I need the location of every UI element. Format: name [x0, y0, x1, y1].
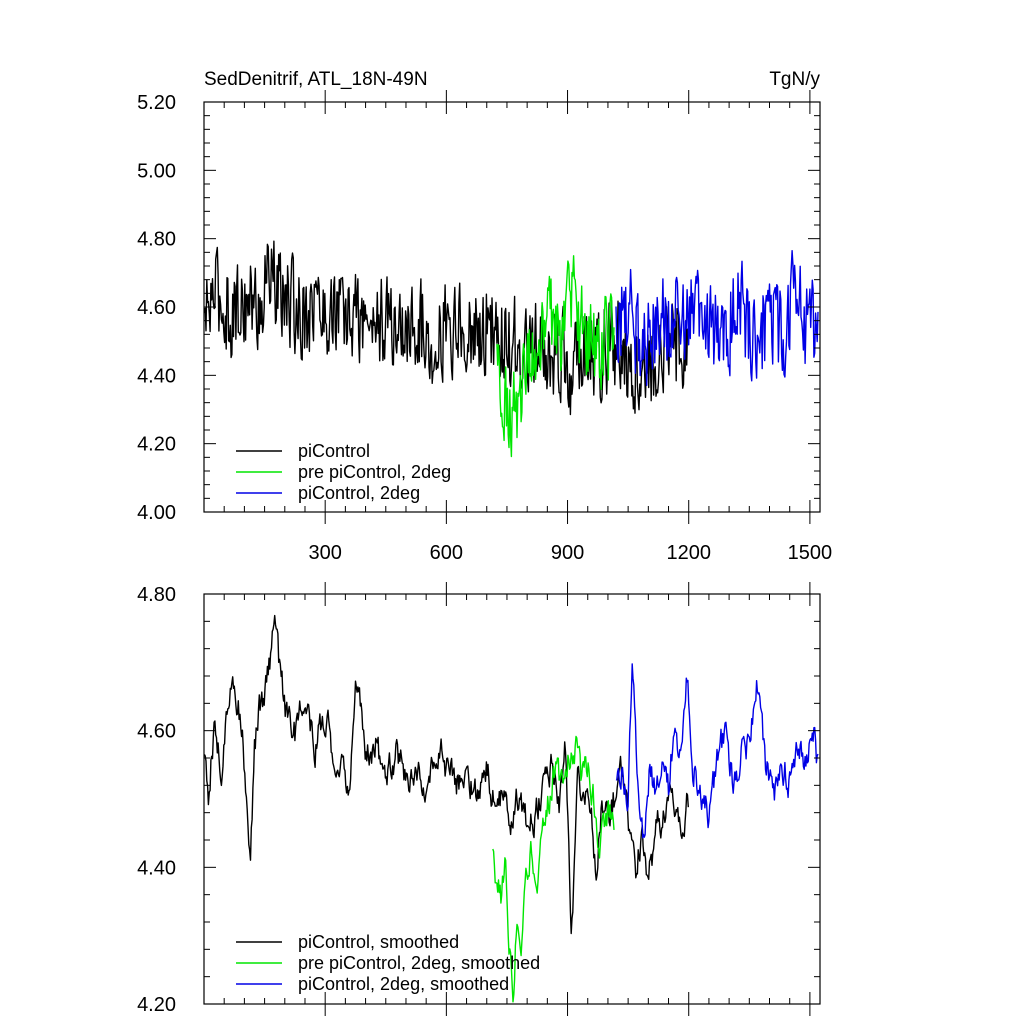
y-tick-label: 4.40: [137, 857, 176, 879]
series-line: [496, 255, 615, 458]
bottom-plot-frame: [203, 593, 821, 1005]
legend-label: piControl, smoothed: [298, 932, 459, 952]
series-line: [615, 249, 819, 386]
legend-label: piControl, 2deg: [298, 483, 420, 503]
x-tick-label: 600: [430, 542, 463, 564]
series-line: [615, 663, 819, 839]
y-tick-label: 5.00: [137, 160, 176, 182]
y-tick-label: 4.80: [137, 229, 176, 251]
series-line: [203, 240, 689, 416]
chart-title: SedDenitrif, ATL_18N-49N: [204, 69, 428, 90]
series-line: [492, 735, 615, 1003]
y-tick-label: 5.20: [137, 92, 176, 114]
top-plot-frame: [203, 101, 821, 513]
legend-label: piControl: [298, 441, 370, 461]
legend-label: piControl, 2deg, smoothed: [298, 974, 509, 994]
y-tick-label: 4.20: [137, 434, 176, 456]
bottom-panel: 4.20 4.40 4.60 4.80 piControl, smoothedpre …: [137, 582, 821, 1016]
y-tick-label: 4.60: [137, 297, 176, 319]
bottom-axis-ticks: 4.20 4.40 4.60 4.80: [137, 582, 820, 1016]
top-axis-ticks: 4.00 4.20 4.40 4.60 4.80 5.00 5.20 300 600 900 120…: [137, 90, 832, 564]
x-tick-label: 300: [308, 542, 341, 564]
y-tick-label: 4.80: [137, 584, 176, 606]
top-series-group: [203, 240, 819, 458]
units-label: TgN/y: [769, 69, 820, 90]
top-panel: SedDenitrif, ATL_18N-49N TgN/y 4.004.204…: [137, 69, 832, 564]
legend-label: pre piControl, 2deg: [298, 462, 451, 482]
y-tick-label: 4.40: [137, 365, 176, 387]
y-tick-label: 4.60: [137, 721, 176, 743]
y-tick-label: 4.00: [137, 502, 176, 524]
x-tick-label: 1200: [666, 542, 711, 564]
legend-label: pre piControl, 2deg, smoothed: [298, 953, 540, 973]
x-tick-label: 1500: [788, 542, 833, 564]
x-tick-label: 900: [551, 542, 584, 564]
y-tick-label: 4.20: [137, 994, 176, 1016]
series-line: [203, 614, 689, 935]
bottom-series-group: [203, 614, 819, 1003]
